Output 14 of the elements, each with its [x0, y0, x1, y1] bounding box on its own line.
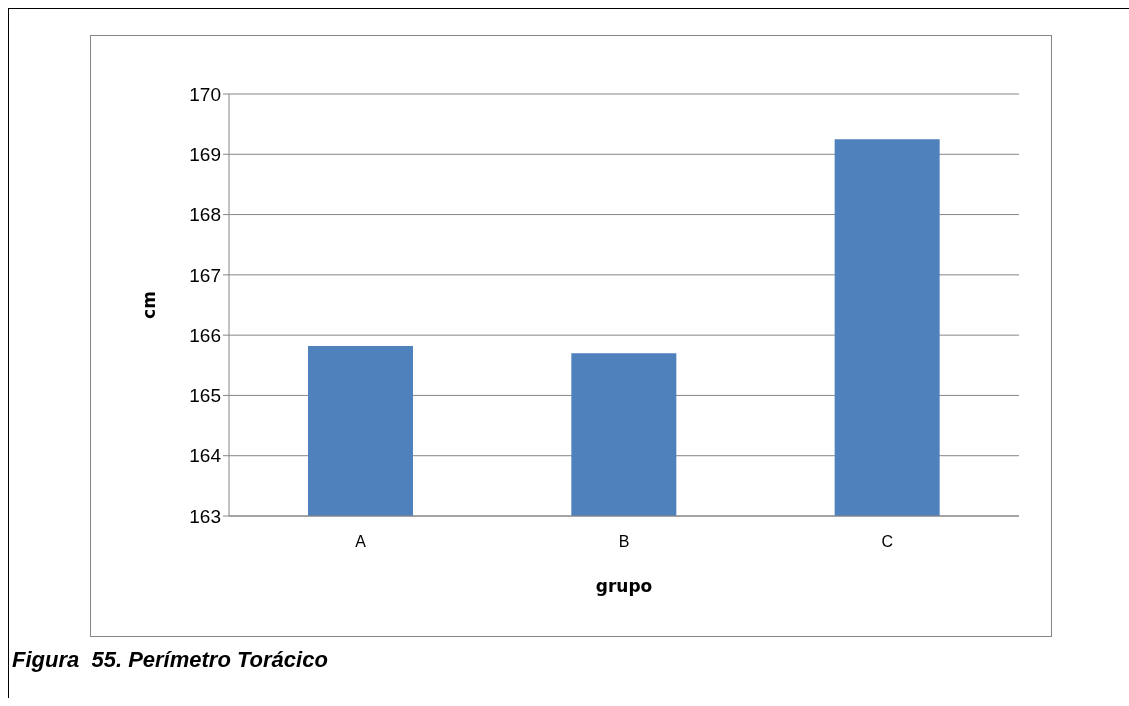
y-tick-label: 170: [189, 83, 221, 105]
y-tick-label: 165: [189, 385, 221, 407]
y-tick-label: 163: [189, 505, 221, 527]
y-tick-label: 169: [189, 144, 221, 166]
y-axis-title: cm: [139, 291, 160, 319]
text: Figura 55. Perímetro Torácico: [12, 647, 328, 673]
y-tick-label: 164: [189, 445, 222, 467]
y-tick-label: 166: [189, 324, 221, 346]
x-axis-title: grupo: [595, 576, 653, 597]
x-tick-label: B: [618, 533, 630, 551]
x-tick-label: C: [881, 533, 894, 551]
x-tick-label: A: [355, 533, 367, 551]
y-tick-label: 167: [189, 264, 221, 286]
y-tick-label: 168: [189, 204, 221, 226]
